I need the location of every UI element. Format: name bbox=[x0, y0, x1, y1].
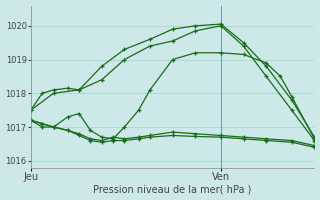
X-axis label: Pression niveau de la mer( hPa ): Pression niveau de la mer( hPa ) bbox=[93, 184, 252, 194]
